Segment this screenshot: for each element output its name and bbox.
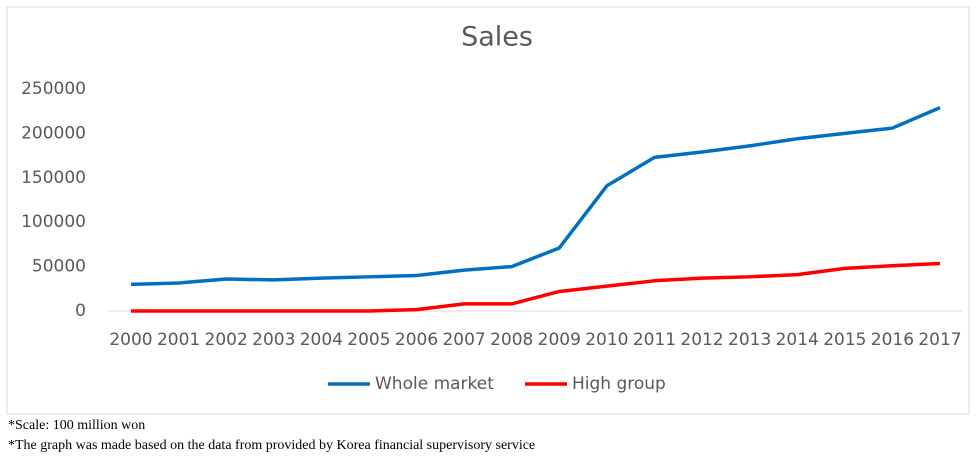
- x-tick-label: 2009: [538, 330, 581, 350]
- line-series: [130, 106, 941, 287]
- x-tick-label: 2015: [823, 330, 866, 350]
- footnote: *The graph was made based on the data fr…: [8, 438, 536, 453]
- chart-frame: [6, 6, 970, 415]
- chart-title: Sales: [461, 22, 533, 53]
- footnote: *Scale: 100 million won: [8, 418, 146, 433]
- line-series: [131, 261, 941, 313]
- x-tick-label: 2012: [680, 330, 723, 350]
- x-tick-label: 2007: [442, 330, 485, 350]
- y-tick-label: 200000: [21, 123, 86, 143]
- x-tick-label: 2005: [347, 330, 390, 350]
- x-tick-label: 2016: [871, 330, 914, 350]
- y-tick-label: 150000: [21, 168, 86, 188]
- x-tick-label: 2008: [490, 330, 533, 350]
- x-tick-label: 2014: [776, 330, 819, 350]
- x-tick-label: 2013: [728, 330, 771, 350]
- x-tick-label: 2006: [395, 330, 438, 350]
- x-tick-label: 2002: [205, 330, 248, 350]
- y-tick-label: 50000: [32, 257, 86, 277]
- x-tick-label: 2004: [300, 330, 343, 350]
- legend-label: High group: [572, 374, 666, 394]
- x-tick-label: 2001: [157, 330, 200, 350]
- x-tick-label: 2011: [633, 330, 676, 350]
- y-tick-label: 0: [75, 301, 86, 321]
- y-tick-label: 100000: [21, 212, 86, 232]
- x-tick-label: 2017: [918, 330, 961, 350]
- x-tick-label: 2010: [585, 330, 628, 350]
- x-tick-label: 2003: [252, 330, 295, 350]
- x-tick-label: 2000: [109, 330, 152, 350]
- y-tick-label: 250000: [21, 79, 86, 99]
- chart: Sales 0 50000 100000 150000 200000 250000 2000…: [6, 6, 970, 415]
- legend-label: Whole market: [375, 374, 494, 394]
